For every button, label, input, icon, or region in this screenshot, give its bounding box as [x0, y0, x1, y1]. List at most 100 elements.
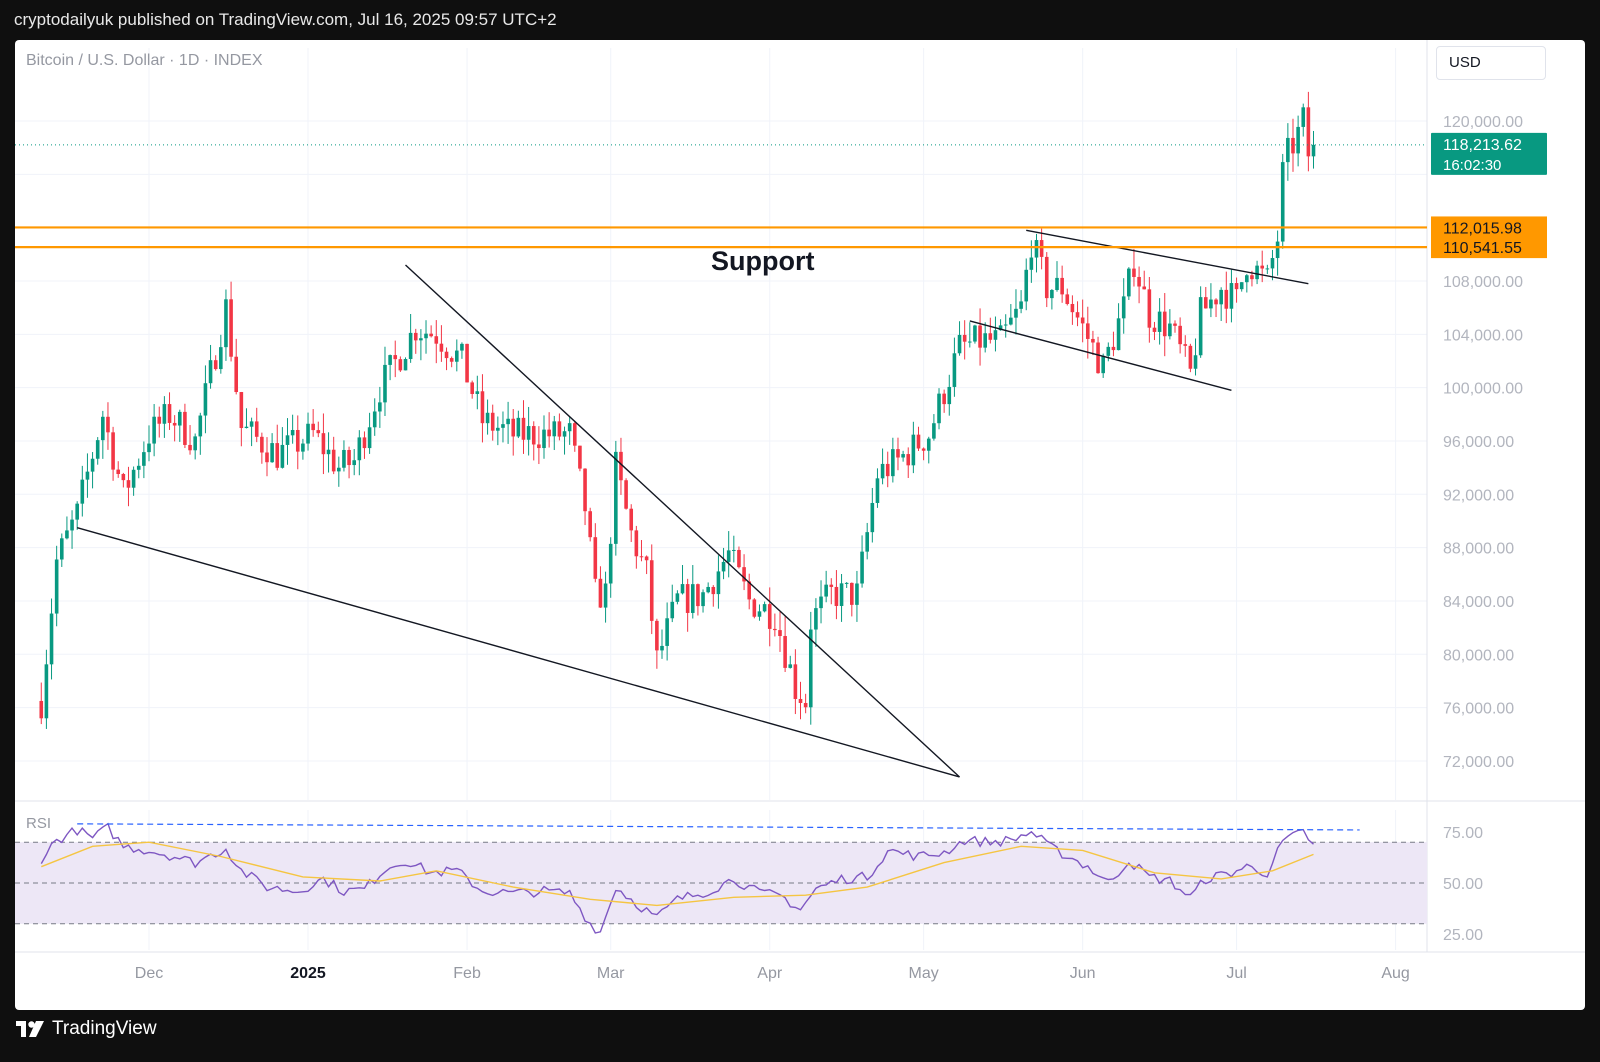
candle: [157, 406, 162, 438]
candle: [629, 504, 634, 543]
candle-body: [239, 392, 244, 429]
candle-body: [1203, 297, 1208, 309]
candle-body: [1275, 241, 1280, 259]
candle-body: [1234, 283, 1239, 290]
currency-selector[interactable]: USD: [1436, 46, 1546, 80]
candle-body: [65, 530, 69, 539]
candle-body: [80, 479, 85, 504]
candle: [737, 546, 741, 569]
candle: [244, 408, 249, 429]
candle-body: [188, 444, 192, 451]
candle: [839, 574, 844, 622]
candle-body: [1255, 265, 1259, 280]
time-tick-label: May: [909, 965, 939, 982]
candle-body: [942, 393, 946, 405]
candle-body: [316, 430, 321, 434]
candle: [1127, 267, 1131, 301]
candle-body: [1060, 277, 1064, 295]
candle: [1044, 252, 1049, 308]
candle: [562, 426, 567, 455]
candle: [1203, 286, 1208, 309]
candle: [1152, 321, 1157, 341]
candle-body: [1229, 283, 1234, 309]
candle-body: [1245, 275, 1249, 283]
chart-canvas[interactable]: Support 120,000.00 108,000.00 104,000.00 100…: [15, 40, 1585, 1010]
candle: [634, 525, 639, 569]
candle-body: [578, 445, 582, 469]
candle-body: [444, 351, 449, 359]
candle: [655, 618, 659, 669]
candle: [295, 415, 300, 470]
candle: [65, 516, 69, 540]
candle: [885, 451, 890, 488]
candle-body: [1157, 311, 1162, 332]
candle: [1162, 293, 1167, 357]
time-tick-label: Feb: [453, 965, 481, 982]
candle: [706, 582, 710, 594]
candle-body: [850, 582, 854, 605]
candle-body: [773, 628, 777, 631]
candle: [1019, 290, 1023, 314]
candle: [229, 281, 233, 362]
candle: [1291, 118, 1295, 172]
candle-body: [542, 429, 546, 449]
candle-body: [562, 431, 567, 437]
candle-body: [1291, 137, 1295, 154]
candle-body: [737, 549, 741, 568]
trendline-3: [969, 320, 1232, 391]
candle-body: [152, 416, 156, 444]
candle-body: [290, 429, 295, 436]
candle-body: [260, 436, 264, 453]
candle: [983, 322, 987, 353]
candle: [583, 468, 587, 526]
candle: [501, 411, 505, 443]
candle-body: [147, 443, 151, 453]
time-tick-label: 2025: [290, 965, 326, 982]
candle: [239, 391, 244, 447]
candle: [1111, 331, 1116, 357]
candle-body: [70, 519, 74, 531]
candle: [475, 375, 480, 410]
candle: [978, 308, 982, 366]
price-tick-label: 108,000.00: [1443, 274, 1523, 291]
candle-body: [855, 583, 859, 605]
candle-body: [449, 358, 454, 362]
candle: [485, 399, 490, 435]
candle: [290, 414, 295, 444]
candle: [968, 322, 972, 348]
candle: [793, 649, 798, 715]
symbol-title[interactable]: Bitcoin / U.S. Dollar · 1D · INDEX: [26, 52, 263, 69]
trendline-1: [405, 264, 961, 778]
candle: [962, 320, 967, 360]
candle-body: [706, 586, 710, 593]
candle-body: [506, 418, 510, 425]
candle: [1147, 277, 1152, 343]
candle: [1239, 282, 1244, 292]
candle-body: [85, 471, 90, 480]
candle: [521, 400, 526, 454]
candle-body: [136, 465, 141, 470]
candle-body: [331, 449, 336, 472]
candle-body: [1162, 311, 1167, 337]
candle-body: [747, 581, 752, 600]
candle-body: [1096, 342, 1100, 374]
candle-body: [860, 551, 864, 584]
candle: [1101, 353, 1105, 378]
candle-body: [177, 411, 182, 426]
candle: [193, 433, 197, 460]
price-axis: 120,000.00 108,000.00 104,000.00 100,000.00…: [1443, 114, 1523, 771]
footer-brand[interactable]: TradingView: [16, 1018, 157, 1040]
candle-body: [1209, 299, 1213, 309]
candle: [639, 540, 644, 562]
chart-card[interactable]: Support 120,000.00 108,000.00 104,000.00 100…: [15, 40, 1585, 1010]
candle-body: [1311, 144, 1316, 157]
candle-body: [947, 386, 952, 405]
candle-body: [106, 416, 110, 433]
candle-body: [1101, 355, 1105, 374]
candle: [198, 412, 203, 455]
candle: [306, 412, 310, 451]
candle-body: [229, 299, 233, 357]
candle: [932, 414, 936, 441]
candle: [783, 616, 787, 673]
candle-body: [213, 360, 218, 370]
